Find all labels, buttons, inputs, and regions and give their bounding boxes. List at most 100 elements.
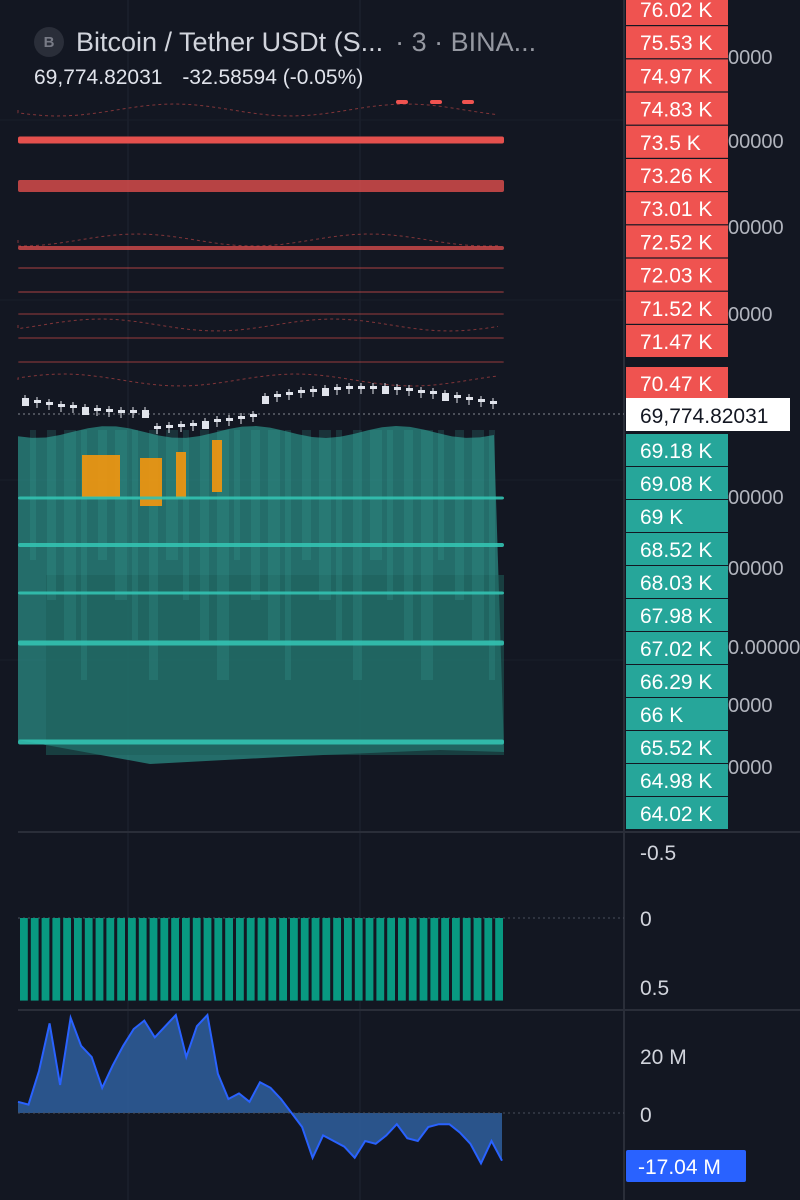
price-axis-label: 0000 [728,47,773,69]
candle-body [214,419,221,422]
ask-level-label-bg [626,92,728,125]
candle-body [118,410,125,413]
volume-bar [182,918,190,1001]
last-price: 69,774.82031 [34,66,163,89]
liquidity-column [489,430,495,680]
candle-body [46,402,53,405]
candle-body [178,424,185,427]
liquidity-column [353,430,362,680]
liquidity-column [200,430,209,640]
volume-bar [246,918,255,1001]
ask-level-label: 75.53 K [640,32,712,55]
volume-bar [95,918,104,1001]
volume-bar [257,918,266,1001]
symbol-header[interactable]: B Bitcoin / Tether USDt (S... · 3 · BINA… [34,24,624,60]
coin-logo-icon: B [34,27,64,57]
volume-bar [30,918,39,1001]
bid-level-label-bg [626,698,728,730]
bid-liquidity-lower [46,575,504,755]
flow-last-tag: -17.04 M [638,1156,721,1179]
candle-body [274,394,281,397]
bid-level-label: 69.18 K [640,440,712,463]
volume-bar [192,918,201,1001]
interval-exchange[interactable]: · 3 · BINA... [395,26,537,57]
price-axis-label: 0000 [728,695,773,717]
bid-liquidity-band [18,496,504,500]
liquidity-column [251,430,260,600]
pane2-axis-label: 0 [640,908,652,931]
volume-bar [387,918,395,1001]
volume-bar [268,918,277,1001]
volume-bar [484,918,493,1001]
candle-body [370,386,377,389]
volume-bar [408,918,417,1001]
liquidity-column [183,430,189,600]
bid-level-label-bg [626,533,728,565]
volume-bar [214,918,223,1001]
candle-body [298,390,305,393]
volume-bar [365,918,374,1001]
ask-level-label-bg [626,367,728,399]
volume-bar [225,918,233,1001]
candle-body [394,387,401,390]
bid-level-label-bg [626,434,728,466]
volume-bar [149,918,158,1001]
volume-bar [354,918,363,1001]
ask-level-label: 73.01 K [640,198,712,221]
candle-body [166,425,173,428]
liquidity-column [166,430,178,560]
pane3-axis-label: 0 [640,1104,652,1127]
liquidity-column [421,430,433,680]
volume-bar [333,918,341,1001]
ask-liquidity-band [18,246,504,250]
ask-liquidity-band [18,337,504,339]
bid-level-label: 67.02 K [640,638,712,661]
orderbook-highlight [212,440,222,492]
ask-level-label-bg [626,291,728,324]
liquidity-column [319,430,331,600]
liquidity-column [472,430,484,640]
volume-bar [41,918,50,1001]
ask-envelope-line [17,233,499,247]
orderbook-highlight [140,458,162,506]
bid-level-label-bg [626,665,728,697]
volume-bar [160,918,169,1001]
symbol-title[interactable]: Bitcoin / Tether USDt (S... [76,26,384,57]
volume-bar [473,918,482,1001]
volume-bar [419,918,428,1001]
volume-bar [236,918,244,1001]
bid-level-label-bg [626,500,728,532]
volume-bar [117,918,125,1001]
ask-level-label: 71.52 K [640,298,712,321]
bid-level-label: 69.08 K [640,473,712,496]
volume-bar [84,918,93,1001]
ask-liquidity-tick [396,100,408,104]
bid-level-label-bg [626,566,728,598]
flow-last-tag-bg [626,1150,746,1182]
liquidity-column [387,430,393,600]
ask-envelope-line [17,318,499,332]
ask-envelope-line [17,103,499,117]
volume-bar [279,918,287,1001]
volume-bar [203,918,212,1001]
last-price-tag-bg [626,398,790,431]
volume-bar [311,918,320,1001]
bid-level-label: 67.98 K [640,605,712,628]
volume-bar [462,918,471,1001]
candle-body [34,400,41,403]
price-change: -32.58594 (-0.05%) [182,66,364,89]
ask-liquidity-band [18,361,504,363]
candle-body [262,396,269,404]
orderbook-highlight [176,452,186,498]
ask-level-label-bg [626,258,728,291]
orderbook-highlight [82,455,120,497]
liquidity-column [217,430,229,680]
liquidity-column [30,430,36,560]
candle-body [454,395,461,398]
bid-liquidity-band [18,739,504,745]
flow-line [17,1012,503,1166]
candle-body [238,416,245,419]
ask-level-label: 73.26 K [640,165,712,188]
liquidity-column [149,430,158,680]
